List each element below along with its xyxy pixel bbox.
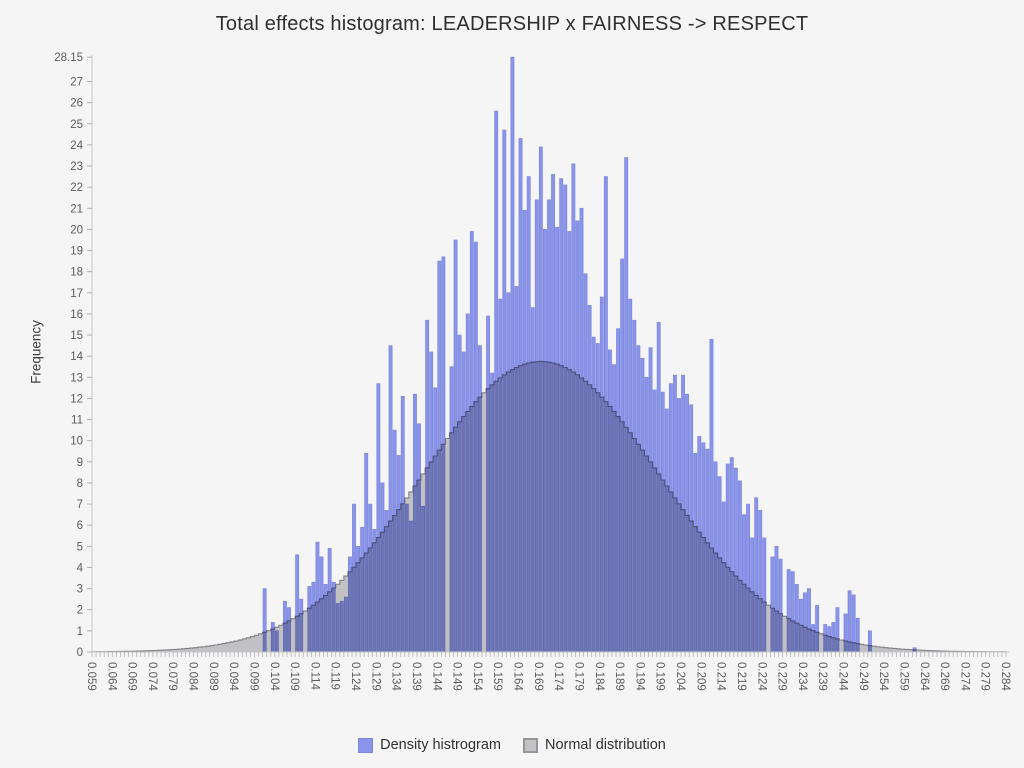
legend-swatch-normal-distribution — [522, 737, 538, 753]
x-tick-label: 0.239 — [816, 662, 828, 691]
legend-item-normal: Normal distribution — [522, 737, 666, 753]
y-tick-label: 1 — [77, 626, 83, 638]
x-tick-label: 0.274 — [958, 662, 970, 691]
y-tick-label: 0 — [77, 647, 83, 659]
x-tick-label: 0.094 — [227, 662, 239, 691]
y-tick-label: 24 — [70, 140, 83, 152]
y-tick-label: 28.15 — [54, 52, 83, 64]
x-tick-label: 0.099 — [247, 662, 259, 691]
chart-title: Total effects histogram: LEADERSHIP x FA… — [215, 13, 809, 35]
y-tick-label: 6 — [77, 520, 83, 532]
x-tick-label: 0.174 — [552, 662, 564, 691]
y-tick-label: 18 — [70, 267, 83, 279]
x-tick-label: 0.079 — [166, 662, 178, 691]
x-tick-label: 0.189 — [613, 662, 625, 691]
x-tick-label: 0.194 — [633, 662, 645, 691]
y-tick-label: 19 — [70, 246, 83, 258]
legend-swatch-density-histogram — [358, 737, 374, 753]
x-tick-label: 0.144 — [430, 662, 442, 691]
x-tick-label: 0.114 — [308, 662, 320, 691]
y-tick-label: 9 — [77, 457, 83, 469]
x-tick-label: 0.119 — [329, 662, 341, 690]
x-tick-label: 0.214 — [715, 662, 727, 691]
y-tick-label: 16 — [70, 309, 83, 321]
x-tick-label: 0.179 — [572, 662, 584, 691]
x-tick-label: 0.169 — [532, 662, 544, 691]
x-tick-label: 0.104 — [268, 662, 280, 691]
y-tick-label: 4 — [77, 562, 84, 574]
x-tick-label: 0.244 — [837, 662, 849, 691]
legend-item-density: Density histrogram — [358, 737, 501, 753]
x-tick-label: 0.234 — [796, 662, 808, 691]
x-tick-label: 0.089 — [207, 662, 219, 691]
x-tick-label: 0.224 — [755, 662, 767, 691]
x-tick-label: 0.069 — [126, 662, 138, 691]
y-tick-label: 11 — [71, 415, 83, 427]
y-tick-label: 15 — [70, 330, 83, 342]
y-tick-label: 26 — [70, 98, 83, 110]
y-tick-label: 27 — [70, 76, 83, 88]
y-tick-label: 14 — [70, 351, 83, 363]
x-tick-label: 0.219 — [735, 662, 747, 691]
legend: Density histrogram Normal distribution — [0, 737, 1024, 753]
y-tick-label: 8 — [77, 478, 83, 490]
x-tick-label: 0.139 — [410, 662, 422, 691]
y-tick-label: 23 — [70, 161, 83, 173]
x-tick-label: 0.109 — [288, 662, 300, 691]
x-tick-label: 0.184 — [593, 662, 605, 691]
x-tick-label: 0.229 — [776, 662, 788, 691]
x-tick-label: 0.124 — [349, 662, 361, 691]
x-tick-label: 0.279 — [979, 662, 991, 691]
y-tick-label: 10 — [70, 436, 83, 448]
x-tick-label: 0.264 — [918, 662, 930, 691]
x-tick-label: 0.134 — [390, 662, 402, 691]
legend-label-normal-distribution: Normal distribution — [544, 737, 666, 753]
y-tick-label: 12 — [70, 393, 83, 405]
x-tick-label: 0.204 — [674, 662, 686, 691]
x-tick-label: 0.269 — [938, 662, 950, 691]
x-tick-label: 0.084 — [187, 662, 199, 691]
x-tick-label: 0.159 — [491, 662, 503, 691]
x-tick-label: 0.164 — [512, 662, 524, 691]
x-tick-label: 0.059 — [85, 662, 97, 691]
y-tick-label: 21 — [70, 203, 83, 215]
x-tick-label: 0.074 — [146, 662, 158, 691]
x-tick-label: 0.259 — [897, 662, 909, 691]
y-tick-label: 17 — [70, 288, 83, 300]
y-tick-label: 20 — [70, 224, 83, 236]
x-tick-label: 0.249 — [857, 662, 869, 691]
x-tick-label: 0.254 — [877, 662, 889, 691]
y-tick-label: 5 — [77, 541, 83, 553]
x-tick-label: 0.284 — [999, 662, 1011, 691]
x-tick-label: 0.199 — [654, 662, 666, 691]
x-tick-label: 0.129 — [369, 662, 381, 691]
y-tick-label: 3 — [77, 584, 83, 596]
x-tick-label: 0.154 — [471, 662, 483, 691]
y-tick-label: 2 — [77, 605, 83, 617]
x-tick-label: 0.149 — [451, 662, 463, 691]
y-tick-label: 22 — [70, 182, 83, 194]
legend-label-density-histogram: Density histrogram — [380, 737, 501, 753]
y-tick-label: 7 — [77, 499, 83, 511]
x-tick-label: 0.209 — [694, 662, 706, 691]
normal-curve — [91, 360, 1007, 653]
x-tick-label: 0.064 — [105, 662, 117, 691]
y-tick-label: 13 — [70, 372, 83, 384]
y-tick-label: 25 — [70, 119, 83, 131]
